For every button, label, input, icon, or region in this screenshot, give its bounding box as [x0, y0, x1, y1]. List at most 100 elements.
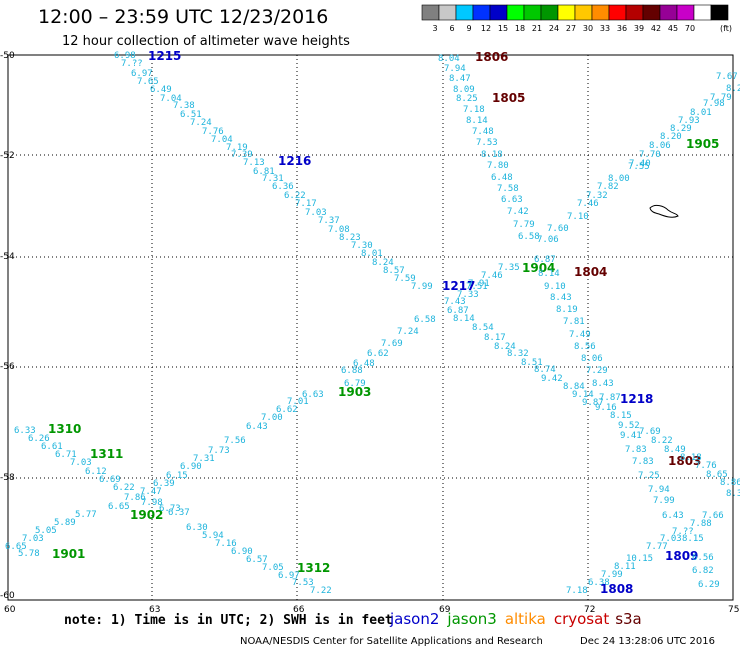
swh-value: 7.18	[566, 586, 588, 596]
pass-id-label: 1902	[130, 508, 163, 522]
swh-value: 7.24	[397, 327, 419, 337]
swh-value: 7.73	[208, 446, 230, 456]
swh-value: 7.77	[646, 542, 668, 552]
swh-value: 8.22	[651, 436, 673, 446]
swh-value: 8.57	[383, 266, 405, 276]
swh-value: 6.58	[518, 232, 540, 242]
pass-id-label: 1905	[686, 137, 719, 151]
swh-value: 6.90	[231, 547, 253, 557]
colorbar-label: 21	[532, 24, 542, 33]
swh-value: 6.87	[447, 306, 469, 316]
swh-value: 8.18	[680, 453, 702, 463]
lon-label: 75	[728, 605, 739, 615]
swh-value: 6.58	[414, 315, 436, 325]
colorbar-label: 6	[449, 24, 454, 33]
swh-value: 8.15	[682, 534, 704, 544]
swh-value: 6.97	[278, 571, 300, 581]
colorbar-label: 3	[432, 24, 437, 33]
swh-value: 6.71	[55, 450, 77, 460]
swh-value: 7.79	[513, 220, 535, 230]
swh-value: 7.22	[310, 586, 332, 596]
swh-value: 7.16	[215, 539, 237, 549]
swh-value: 8.01	[361, 249, 383, 259]
colorbar-label: 15	[498, 24, 508, 33]
swh-value: 7.42	[507, 207, 529, 217]
swh-value: 9.87	[582, 398, 604, 408]
swh-value: 6.61	[41, 442, 63, 452]
swh-value: 7.93	[678, 116, 700, 126]
colorbar-swatch	[438, 4, 457, 21]
swh-value: 7.03	[660, 534, 682, 544]
legend-cryosat: cryosat	[553, 610, 610, 628]
swh-value: 6.90	[180, 462, 202, 472]
swh-value: 8.24	[494, 342, 516, 352]
swh-value: 7.53	[292, 578, 314, 588]
swh-value: 8.11	[614, 562, 636, 572]
swh-value: 6.49	[150, 85, 172, 95]
swh-value: 8.20	[660, 132, 682, 142]
colorbar-label: 70	[685, 24, 695, 33]
swh-value: 8.14	[466, 116, 488, 126]
swh-value: 8.32	[507, 349, 529, 359]
swh-value: 7.49	[569, 330, 591, 340]
legend-jason2: jason2	[390, 610, 440, 628]
pass-id-label: 1216	[278, 154, 311, 168]
swh-value: 7.38	[173, 101, 195, 111]
swh-value: 6.48	[353, 359, 375, 369]
swh-value: 7.56	[224, 436, 246, 446]
swh-value: 7.33	[457, 290, 479, 300]
swh-value: 8.22	[726, 84, 740, 94]
swh-value: 6.22	[113, 483, 135, 493]
swh-value: 7.46	[577, 199, 599, 209]
map-frame	[7, 54, 734, 601]
swh-value: 7.88	[690, 519, 712, 529]
pass-id-label: 1218	[620, 392, 653, 406]
pass-id-label: 1901	[52, 547, 85, 561]
pass-id-label: 1806	[475, 50, 508, 64]
swh-value: 8.47	[449, 74, 471, 84]
lon-label: 60	[4, 605, 16, 615]
swh-value: 7.91	[468, 279, 490, 289]
lat-label: -56	[0, 362, 15, 372]
pass-id-label: 1904	[522, 261, 555, 275]
swh-value: 8.06	[581, 354, 603, 364]
swh-value: 7.59	[394, 274, 416, 284]
swh-value: 7.94	[444, 64, 466, 74]
swh-value: 8.51	[521, 358, 543, 368]
swh-value: 7.43	[444, 297, 466, 307]
swh-value: 7.69	[639, 427, 661, 437]
swh-value: 7.60	[547, 224, 569, 234]
swh-value: 6.15	[166, 471, 188, 481]
colorbar-swatch	[591, 4, 610, 21]
swh-value: 7.79	[710, 93, 732, 103]
colorbar-label: 33	[600, 24, 610, 33]
swh-value: 8.15	[610, 411, 632, 421]
swh-value: 6.98	[114, 51, 136, 61]
swh-value: 8.43	[592, 379, 614, 389]
colorbar-label: 9	[466, 24, 471, 33]
swh-value: 9.42	[541, 374, 563, 384]
swh-value: 6.63	[302, 390, 324, 400]
swh-value: 7.04	[160, 94, 182, 104]
swh-value: 7.25	[638, 471, 660, 481]
swh-value: 7.82	[597, 182, 619, 192]
swh-value: 7.46	[481, 271, 503, 281]
swh-value: 6.97	[131, 69, 153, 79]
swh-value: 7.31	[193, 454, 215, 464]
swh-value: 7.39	[231, 150, 253, 160]
swh-value: 7.83	[632, 457, 654, 467]
colorbar-swatch	[676, 4, 695, 21]
swh-value: 9.52	[618, 421, 640, 431]
swh-value: 8.74	[534, 365, 556, 375]
swh-value: 7.19	[226, 143, 248, 153]
swh-value: 8.65	[706, 470, 728, 480]
lat-label: -52	[0, 151, 15, 161]
swh-value: 8.84	[563, 382, 585, 392]
swh-value: 7.31	[262, 174, 284, 184]
swh-value: 5.05	[35, 526, 57, 536]
pass-id-label: 1311	[90, 447, 123, 461]
swh-value: 8.14	[453, 314, 475, 324]
swh-value: 7.87	[599, 393, 621, 403]
pass-id-label: 1217	[442, 279, 475, 293]
lon-label: 72	[584, 605, 595, 615]
